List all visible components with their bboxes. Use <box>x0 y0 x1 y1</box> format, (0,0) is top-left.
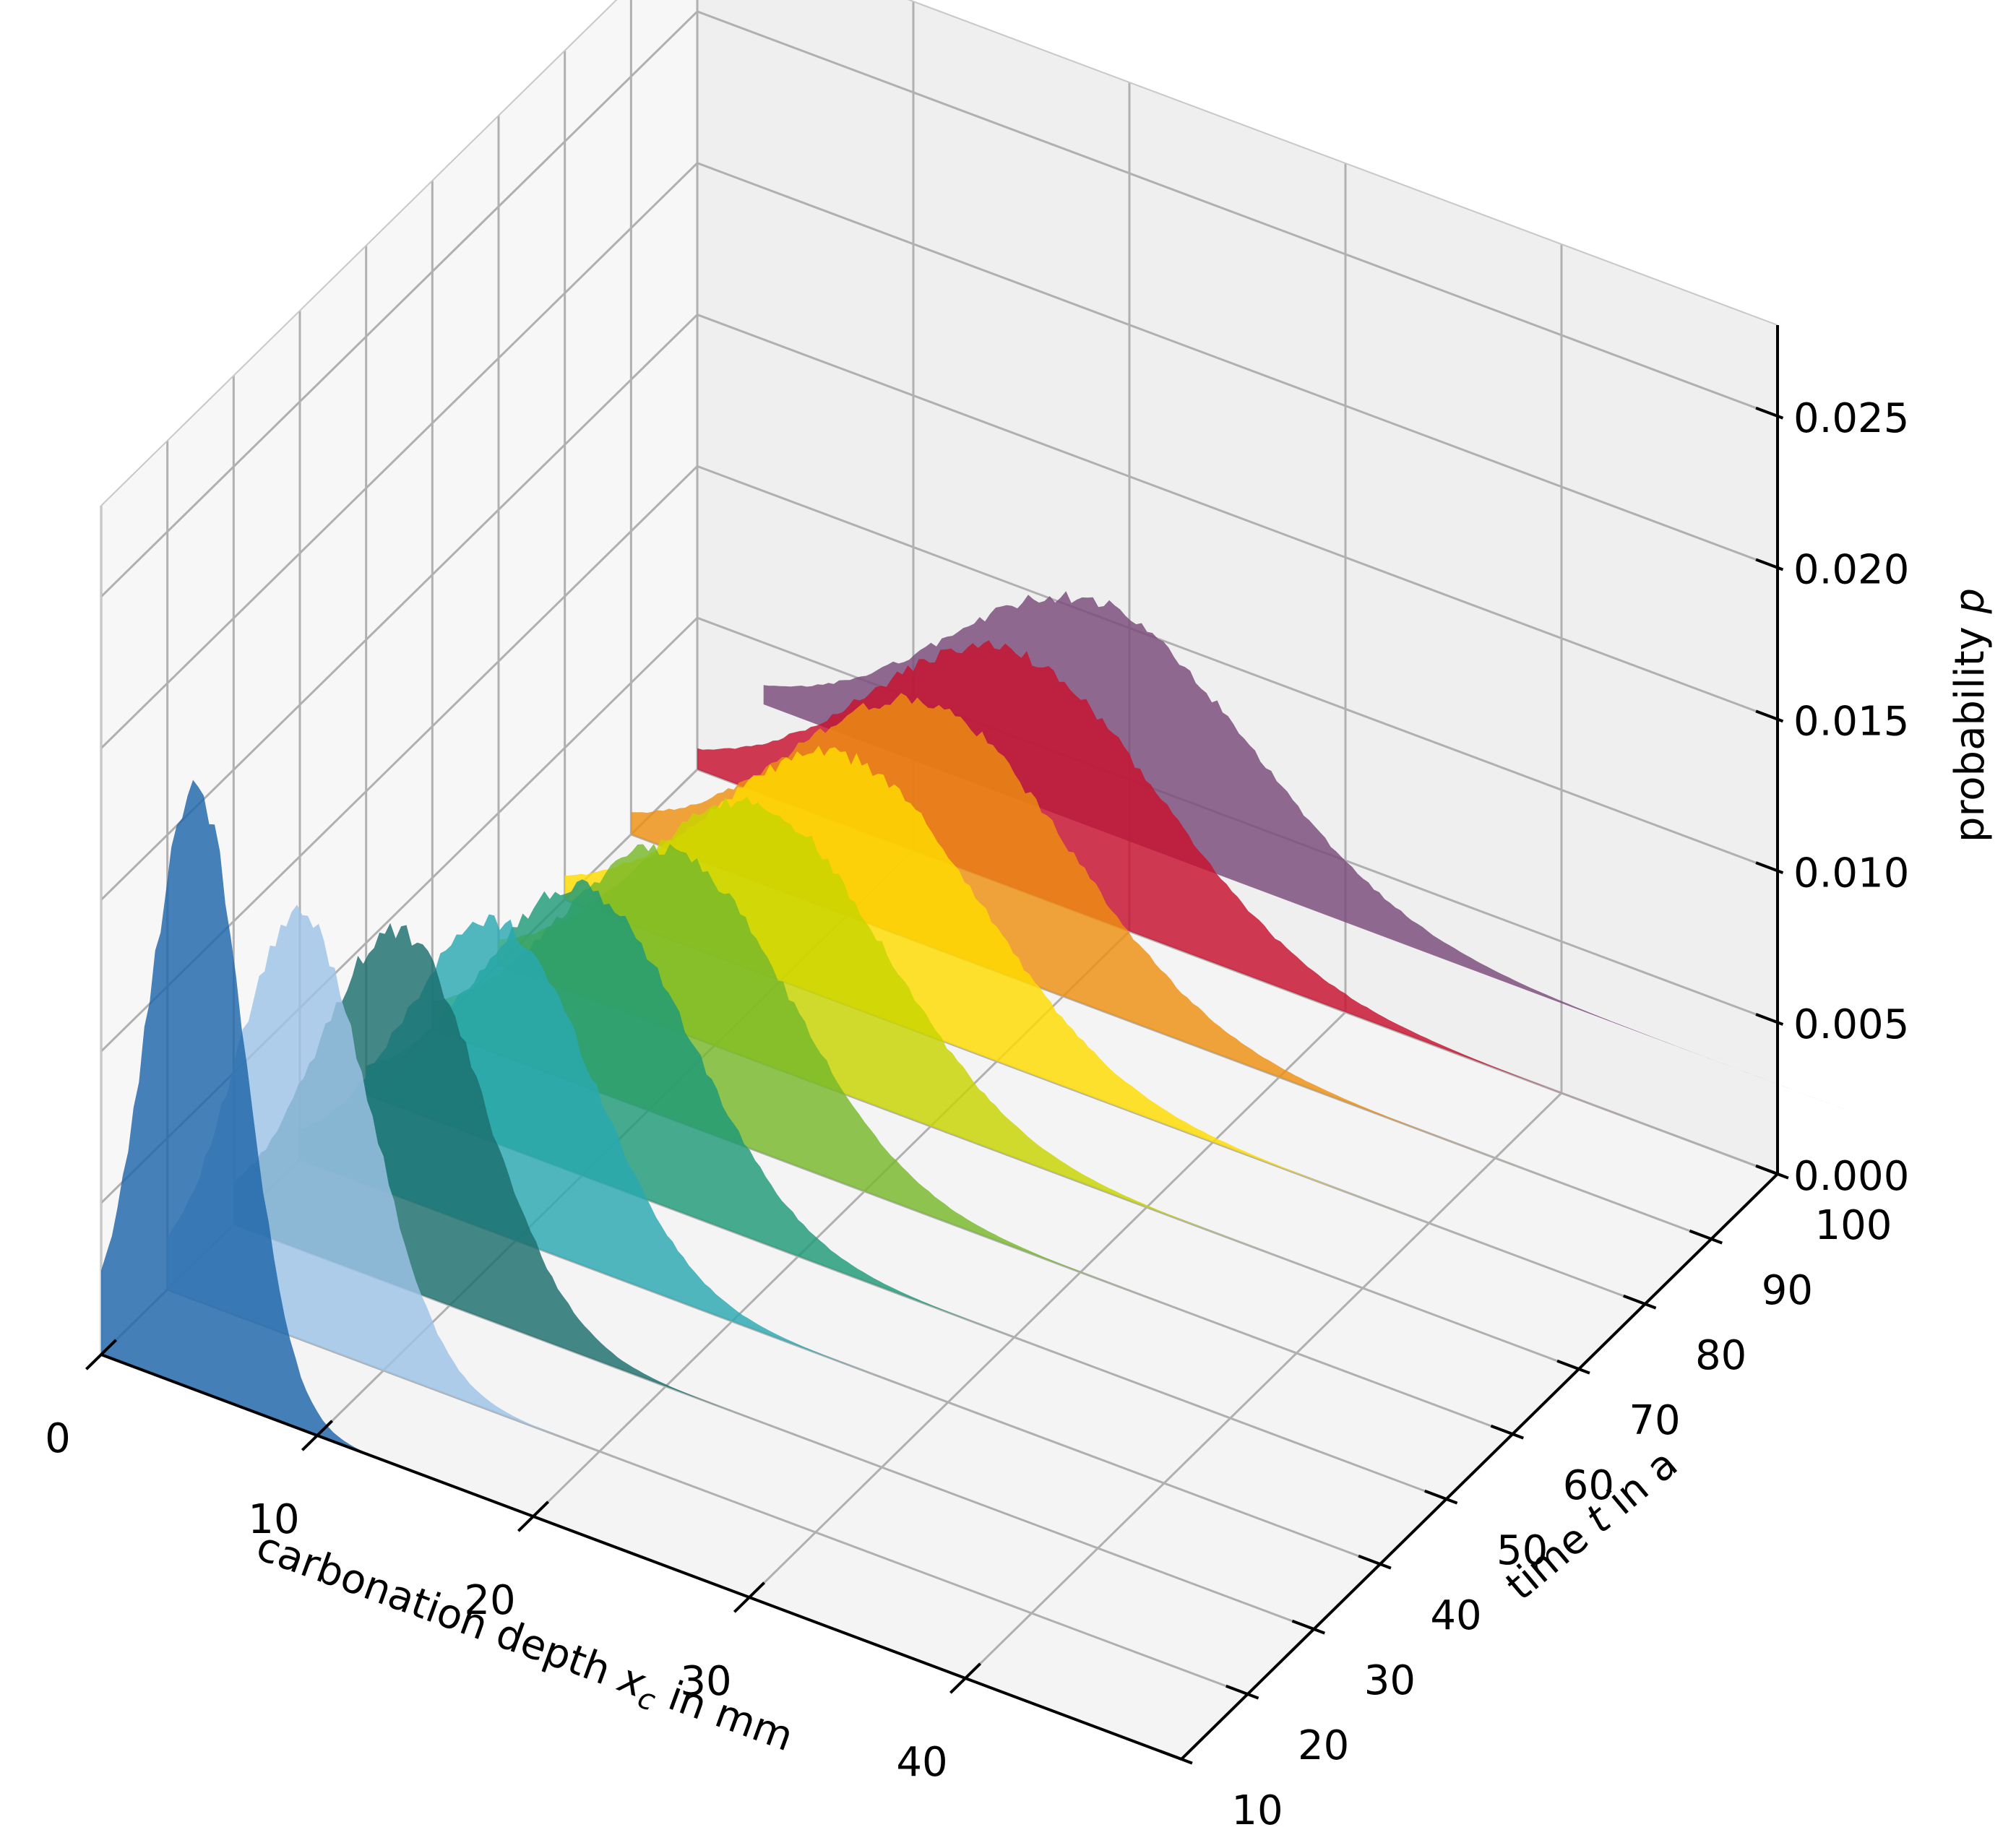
grid-line-x-floor <box>964 1092 1563 1680</box>
x-tick-label: 40 <box>896 1739 947 1786</box>
x-tick-label: 30 <box>680 1658 731 1705</box>
series-curtain-t30 <box>233 923 1314 1629</box>
x-axis-line <box>100 1353 1182 1761</box>
y-tick-mark <box>1225 1684 1259 1700</box>
pane-edge <box>100 0 618 506</box>
y-axis-line <box>1180 1173 1779 1761</box>
x-tick-label: 20 <box>464 1577 515 1624</box>
grid-line-z-back <box>697 10 1778 418</box>
series-curtain-t70 <box>499 796 1579 1369</box>
x-tick-label: 10 <box>248 1496 299 1543</box>
grid-line-z-back <box>697 162 1778 569</box>
grid-line-z-back <box>697 314 1778 720</box>
x-tick-mark <box>517 1501 550 1532</box>
y-tick-label: 20 <box>1298 1722 1349 1769</box>
y-tick-mark <box>1159 1749 1193 1765</box>
x-tick-mark <box>301 1420 334 1451</box>
y-tick-label: 70 <box>1629 1397 1680 1444</box>
z-tick-mark <box>1755 406 1784 420</box>
z-axis-label: probability p <box>1947 588 1994 842</box>
y-tick-mark <box>1689 1229 1723 1245</box>
y-tick-label: 30 <box>1364 1657 1416 1704</box>
z-tick-label: 0.015 <box>1793 699 1909 746</box>
x-tick-mark <box>949 1662 982 1694</box>
y-tick-mark <box>1424 1489 1458 1505</box>
grid-line-z-wall <box>100 162 699 749</box>
pane-edge <box>907 0 1778 326</box>
y-tick-label: 100 <box>1815 1202 1892 1249</box>
y-tick-label: 80 <box>1695 1332 1746 1379</box>
series-curtain-t50 <box>366 879 1447 1499</box>
series-curtain-t60 <box>432 844 1513 1434</box>
grid-line-z-back <box>697 465 1778 872</box>
z-tick-label: 0.005 <box>1793 1001 1909 1048</box>
z-tick-mark <box>1755 861 1784 875</box>
z-tick-label: 0.010 <box>1793 850 1909 897</box>
y-tick-label: 10 <box>1231 1787 1283 1831</box>
y-tick-label: 90 <box>1762 1267 1813 1314</box>
z-tick-label: 0.020 <box>1793 547 1909 594</box>
y-tick-mark <box>1623 1294 1657 1310</box>
grid-line-z-wall <box>100 10 699 597</box>
y-tick-mark <box>1556 1359 1590 1375</box>
z-tick-label: 0.000 <box>1793 1153 1909 1200</box>
x-tick-mark <box>733 1581 766 1613</box>
y-tick-label: 40 <box>1430 1592 1481 1639</box>
series-curtain-t40 <box>300 914 1380 1564</box>
series-curtain-t20 <box>167 904 1248 1694</box>
y-tick-label: 60 <box>1563 1462 1614 1509</box>
grid-line-x-floor <box>748 1011 1347 1599</box>
z-tick-mark <box>1755 1013 1784 1026</box>
z-tick-mark <box>1755 1164 1784 1178</box>
y-tick-mark <box>1358 1554 1392 1570</box>
z-tick-mark <box>1755 709 1784 723</box>
z-tick-mark <box>1755 558 1784 571</box>
x-tick-mark <box>85 1339 118 1370</box>
z-tick-label: 0.025 <box>1793 395 1909 442</box>
series-layer <box>101 591 1844 1759</box>
y-tick-mark <box>1291 1619 1325 1635</box>
x-tick-label: 0 <box>45 1415 71 1462</box>
back-wall-pane <box>697 0 1778 1174</box>
series-curtain-t10 <box>101 780 1181 1759</box>
y-tick-mark <box>1490 1424 1524 1440</box>
y-tick-label: 50 <box>1496 1527 1548 1574</box>
axis-lines <box>85 325 1789 1765</box>
